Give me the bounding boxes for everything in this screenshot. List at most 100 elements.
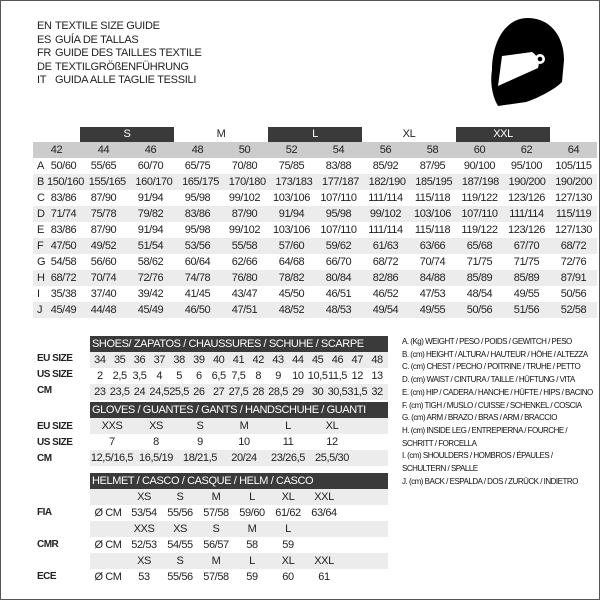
gloves-cell: 9: [197, 436, 203, 448]
measurement-cell: 39/42: [137, 288, 164, 300]
measurement-cell: 41/45: [184, 288, 211, 300]
gloves-cell: 16,5/19: [139, 452, 173, 464]
spacer: [90, 521, 126, 537]
measurement-cell: 95/98: [184, 224, 211, 236]
shoes-cell: 24: [133, 386, 146, 398]
measurement-cell: 59/62: [325, 240, 352, 252]
helmet-size: S: [176, 555, 184, 567]
measurement-cell: 90/100: [463, 160, 496, 172]
title-it: IT GUIDA ALLE TAGLIE TESSILI: [37, 74, 197, 87]
shoes-cell: 6: [196, 370, 202, 382]
measurement-cell: 68/72: [50, 272, 77, 284]
measurement-cell: 123/126: [508, 192, 545, 204]
shoes-header: SHOES/ ZAPATOS / CHAUSSURES / SCHUHE / S…: [90, 336, 388, 352]
shoes-cell: 38: [173, 354, 185, 366]
measurement-cell: 74/78: [184, 272, 211, 284]
gloves-row: 12,5/16,5 16,5/19 18/21,5 20/24 23/26,5 25,5/…: [90, 450, 388, 466]
helmet-size: XL: [281, 491, 295, 503]
measurement-cell: 68/72: [560, 240, 587, 252]
measurement-cell: 95/100: [510, 160, 543, 172]
measurement-cell: 85/89: [513, 272, 540, 284]
helmet-sizes-row: XXS XS S M L: [90, 521, 388, 537]
measurement-cell: 119/122: [461, 192, 498, 204]
helmet-header: HELMET / CASCO / CASQUE / HELM / CASCO: [90, 473, 388, 489]
spacer: [90, 553, 126, 569]
measurement-cell: 170/180: [228, 176, 266, 188]
shoes-cell: 43: [272, 354, 284, 366]
measurement-cell: 103/106: [273, 192, 310, 204]
helmet-unit: Ø CM: [94, 571, 122, 583]
helmet-size: S: [212, 523, 220, 535]
measurement-cell: 66/70: [325, 256, 352, 268]
size-number: 46: [144, 144, 157, 156]
helmet-size: S: [176, 491, 184, 503]
gloves-cell: XXS: [101, 420, 123, 432]
size-number: 42: [50, 144, 63, 156]
helmet-size: M: [247, 523, 257, 535]
measurement-cell: 68/72: [372, 256, 399, 268]
helmet-value: 53/54: [131, 507, 157, 519]
helmet-row-label: ECE: [37, 571, 57, 582]
helmet-sizes-row: XS S M L XL XXL: [90, 489, 388, 505]
helmet-value: 59/60: [239, 507, 265, 519]
helmet-value: 55/56: [167, 571, 193, 583]
gloves-cell: 8: [153, 436, 159, 448]
title-fr: FR GUIDE DES TAILLES TEXTILE: [37, 47, 202, 60]
legend-item: A. (Kg) WEIGHT / PESO / POIDS / GEWITCH …: [402, 337, 572, 346]
measurement-row: B 150/160 155/165 160/170 165/175 170/180 173/…: [33, 174, 597, 190]
gloves-cell: 12: [326, 436, 338, 448]
helmet-value: 59: [282, 539, 294, 551]
size-s: S: [80, 127, 174, 142]
measurement-cell: 95/98: [325, 208, 352, 220]
size-number: 56: [379, 144, 392, 156]
gloves-cell: 7: [109, 436, 115, 448]
measurement-cell: 47/51: [231, 304, 258, 316]
shoes-cell: 13: [371, 370, 383, 382]
measurement-cell: 71/75: [513, 256, 540, 268]
title-de: DE TEXTILGRÖßENFÜHRUNG: [37, 60, 189, 73]
legend-item: I. (cm) SHOULDERS / HOMBROS / ÉPAULES /: [402, 451, 553, 461]
shoes-cell: 27: [212, 386, 225, 398]
shoes-cell: 46: [331, 354, 344, 366]
helmet-values-row: Ø CM 53 55/56 57/58 59 60 61: [90, 569, 388, 585]
helmet-size: XXS: [133, 523, 155, 535]
measurement-row: H 68/72 70/74 72/76 74/78 76/80 78/82 80/84 82/8…: [33, 270, 597, 286]
gloves-cell: 18/21,5: [183, 452, 217, 464]
measurement-cell: 50/56: [560, 288, 587, 300]
measurement-cell: 63/66: [419, 240, 446, 252]
shoes-row: 34 35 36 37 38 39 40 41 42 43 44 45 46 47 48: [90, 352, 388, 368]
shoes-cell: 4: [156, 370, 163, 382]
measurement-cell: 62/66: [231, 256, 258, 268]
row-letter: D: [37, 208, 45, 220]
measurement-row: A 50/60 55/65 60/70 65/75 70/80 75/85 83/88 85/9…: [33, 158, 597, 174]
measurement-cell: 45/49: [137, 304, 164, 316]
measurement-cell: 91/94: [137, 192, 164, 204]
helmet-value: 60: [282, 571, 294, 583]
shoes-cell: 11,5: [327, 370, 347, 382]
measurement-cell: 82/86: [372, 272, 399, 284]
measurement-cell: 87/90: [90, 224, 117, 236]
measurement-cell: 37/40: [90, 288, 117, 300]
measurement-cell: 56/60: [90, 256, 117, 268]
shoes-cell: 31,5: [347, 386, 368, 398]
gloves-cell: XL: [325, 420, 339, 432]
gloves-cell: M: [239, 420, 249, 432]
shoes-cell: 42: [252, 354, 265, 366]
measurement-cell: 177/187: [321, 176, 359, 188]
measurement-cell: 46/51: [325, 288, 352, 300]
measurement-cell: 115/118: [414, 192, 451, 204]
size-number: 50: [238, 144, 251, 156]
measurement-cell: 111/114: [368, 224, 403, 236]
legend-item: F. (cm) TIGH / MUSLO / CUISSE / SCHENKEL…: [402, 400, 582, 410]
shoes-cell: 30,5: [327, 386, 348, 398]
measurement-cell: 70/80: [231, 160, 258, 172]
shoes-cell: 48: [371, 354, 383, 366]
size-xxl: XXL: [456, 127, 550, 142]
helmet-size: XXL: [314, 491, 334, 503]
gloves-cell: 20/24: [231, 452, 257, 464]
measurement-cell: 173/183: [275, 176, 313, 188]
shoes-cell: 32: [371, 386, 383, 398]
measurement-row: C 83/86 87/90 91/94 95/98 99/102 103/106 107/11…: [33, 190, 597, 206]
shoes-cell: 39: [193, 354, 205, 366]
legend-item: E. (cm) HIP / CADERA / HANCHE / HÜFTE / …: [402, 387, 593, 397]
